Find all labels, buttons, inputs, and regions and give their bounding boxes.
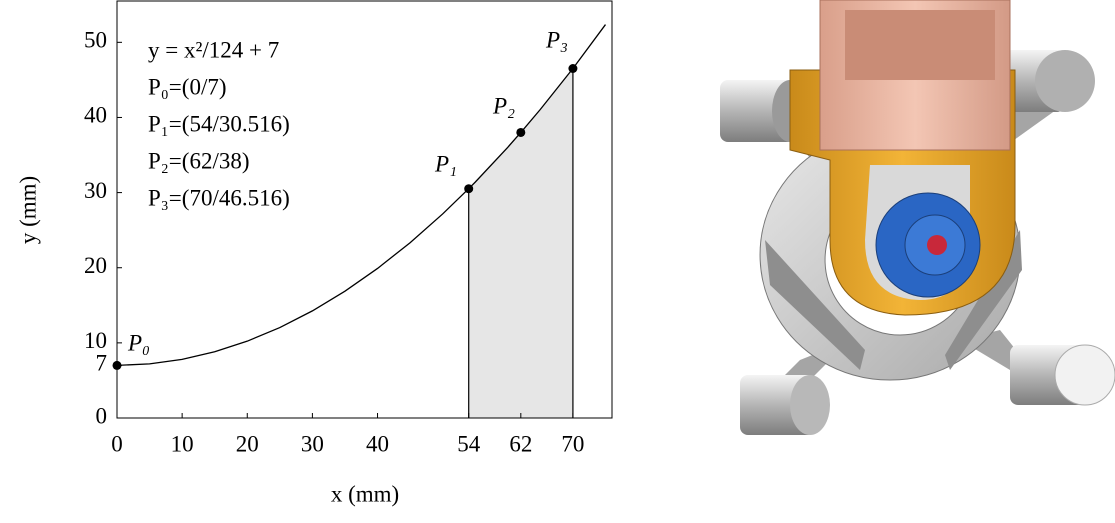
cad-render	[720, 0, 1115, 435]
y-tick-label: 20	[84, 253, 107, 278]
x-tick-label: 0	[111, 431, 123, 456]
x-tick-label: 70	[561, 431, 584, 456]
x-tick-label: 54	[457, 431, 481, 456]
x-tick-label: 62	[509, 431, 532, 456]
x-tick-label: 30	[301, 431, 324, 456]
y-tick-label: 50	[84, 28, 107, 53]
annotation: P₀=(0/7)	[148, 74, 227, 99]
point	[113, 361, 122, 370]
annotation: y = x²/124 + 7	[148, 37, 279, 62]
y-tick-label: 30	[84, 178, 107, 203]
annotation: P₂=(62/38)	[148, 148, 250, 173]
figure: 010203040546270071020304050P₀P₁P₂P₃y = x…	[0, 0, 1115, 518]
point-label: P₂	[492, 93, 515, 118]
y-tick-label: 40	[84, 103, 107, 128]
shaded-area	[469, 69, 573, 418]
x-tick-label: 20	[236, 431, 259, 456]
point	[568, 64, 577, 73]
copper-inner	[845, 10, 995, 80]
point	[516, 128, 525, 137]
y-tick-label: 7	[96, 351, 108, 376]
y-tick-label: 10	[84, 328, 107, 353]
annotation: P₃=(70/46.516)	[148, 185, 290, 210]
annotation: P₁=(54/30.516)	[148, 111, 290, 136]
point-label: P₀	[127, 330, 150, 355]
y-axis-label: y (mm)	[15, 176, 40, 244]
point-label: P₃	[545, 27, 568, 52]
point	[464, 184, 473, 193]
x-tick-label: 10	[171, 431, 194, 456]
x-axis-label: x (mm)	[331, 481, 399, 506]
red-ring	[927, 235, 947, 255]
x-tick-label: 40	[366, 431, 389, 456]
y-tick-label: 0	[96, 403, 108, 428]
point-label: P₁	[434, 151, 457, 176]
